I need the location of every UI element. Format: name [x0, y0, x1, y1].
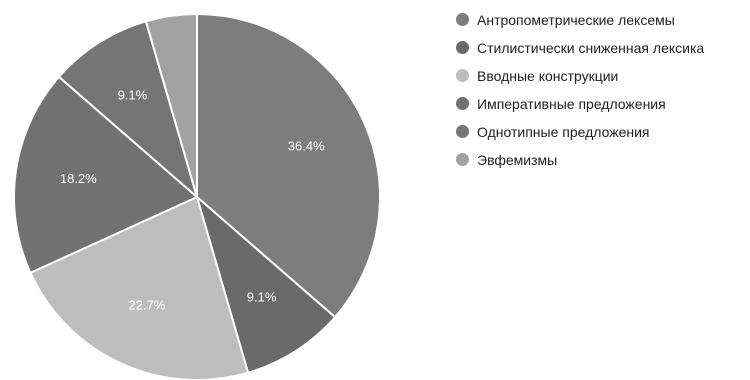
- pie-slices: [13, 12, 382, 380]
- legend-swatch: [456, 125, 469, 138]
- legend-label: Императивные предложения: [477, 96, 666, 112]
- legend-label: Однотипные предложения: [477, 124, 650, 140]
- legend-swatch: [456, 13, 469, 26]
- pie-slice-2: [195, 194, 337, 374]
- pie-slice-6: [144, 12, 198, 198]
- legend-swatch: [456, 153, 469, 166]
- pie-slice-5: [57, 20, 199, 200]
- slice-label-4: 18.2%: [60, 171, 97, 186]
- slice-label-1: 36.4%: [288, 139, 325, 154]
- legend-item-6: Эвфемизмы: [456, 150, 748, 170]
- pie-chart: 36.4% 9.1% 22.7% 18.2% 9.1%: [13, 12, 382, 380]
- legend-label: Вводные конструкции: [477, 68, 619, 84]
- legend: Антропометрические лексемы Стилистически …: [456, 10, 748, 178]
- pie-slice-1: [196, 12, 382, 319]
- legend-label: Стилистически сниженная лексика: [477, 40, 705, 56]
- legend-item-3: Вводные конструкции: [456, 66, 748, 86]
- slice-label-2: 9.1%: [247, 290, 277, 305]
- legend-item-1: Антропометрические лексемы: [456, 10, 748, 30]
- legend-item-2: Стилистически сниженная лексика: [456, 38, 748, 58]
- legend-label: Антропометрические лексемы: [477, 12, 675, 28]
- legend-item-5: Однотипные предложения: [456, 122, 748, 142]
- pie-slice-4: [13, 75, 199, 275]
- legend-swatch: [456, 97, 469, 110]
- legend-item-4: Императивные предложения: [456, 94, 748, 114]
- legend-label: Эвфемизмы: [477, 152, 558, 168]
- legend-swatch: [456, 41, 469, 54]
- pie-slice-3: [29, 195, 250, 380]
- slice-labels: 36.4% 9.1% 22.7% 18.2% 9.1%: [60, 87, 325, 312]
- slice-label-5: 9.1%: [118, 87, 148, 102]
- slice-label-3: 22.7%: [128, 298, 165, 313]
- legend-swatch: [456, 69, 469, 82]
